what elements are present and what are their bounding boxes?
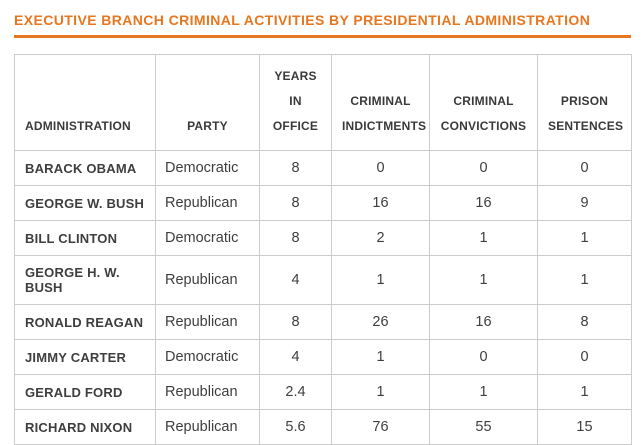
indictments-cell: 1 — [331, 255, 430, 305]
administration-cell: RONALD REAGAN — [14, 304, 156, 340]
sentences-cell: 9 — [537, 185, 632, 221]
table-row: BILL CLINTON Democratic 8 2 1 1 — [14, 220, 632, 256]
sentences-cell: 1 — [537, 374, 632, 410]
page-title: EXECUTIVE BRANCH CRIMINAL ACTIVITIES BY … — [14, 12, 591, 28]
convictions-cell: 0 — [429, 150, 538, 186]
indictments-cell: 16 — [331, 185, 430, 221]
administration-cell: GEORGE H. W. BUSH — [14, 255, 156, 305]
indictments-cell: 76 — [331, 409, 430, 445]
sentences-cell: 0 — [537, 150, 632, 186]
table-row: GEORGE H. W. BUSH Republican 4 1 1 1 — [14, 255, 632, 305]
header-line: CONVICTIONS — [440, 119, 527, 133]
table-row: JIMMY CARTER Democratic 4 1 0 0 — [14, 339, 632, 375]
header-prison-sentences: PRISON SENTENCES — [537, 54, 632, 151]
sentences-cell: 15 — [537, 409, 632, 445]
indictments-cell: 0 — [331, 150, 430, 186]
years-cell: 8 — [259, 185, 332, 221]
header-criminal-convictions: CRIMINAL CONVICTIONS — [429, 54, 538, 151]
years-cell: 2.4 — [259, 374, 332, 410]
sentences-cell: 1 — [537, 220, 632, 256]
administration-cell: BARACK OBAMA — [14, 150, 156, 186]
convictions-cell: 1 — [429, 220, 538, 256]
administration-cell: GERALD FORD — [14, 374, 156, 410]
convictions-cell: 16 — [429, 185, 538, 221]
years-cell: 8 — [259, 220, 332, 256]
years-cell: 4 — [259, 255, 332, 305]
party-cell: Republican — [155, 255, 260, 305]
indictments-cell: 26 — [331, 304, 430, 340]
header-line: OFFICE — [272, 119, 319, 133]
header-line: PRISON — [560, 94, 609, 108]
convictions-cell: 1 — [429, 255, 538, 305]
indictments-cell: 1 — [331, 339, 430, 375]
party-cell: Republican — [155, 185, 260, 221]
convictions-cell: 55 — [429, 409, 538, 445]
party-cell: Republican — [155, 374, 260, 410]
table-row: GERALD FORD Republican 2.4 1 1 1 — [14, 374, 632, 410]
party-cell: Democratic — [155, 150, 260, 186]
header-line: YEARS IN — [274, 69, 317, 108]
years-cell: 8 — [259, 150, 332, 186]
sentences-cell: 8 — [537, 304, 632, 340]
convictions-cell: 16 — [429, 304, 538, 340]
years-cell: 4 — [259, 339, 332, 375]
administration-cell: BILL CLINTON — [14, 220, 156, 256]
convictions-cell: 0 — [429, 339, 538, 375]
sentences-cell: 1 — [537, 255, 632, 305]
party-cell: Republican — [155, 409, 260, 445]
table-row: BARACK OBAMA Democratic 8 0 0 0 — [14, 150, 632, 186]
party-cell: Democratic — [155, 220, 260, 256]
header-criminal-indictments: CRIMINAL INDICTMENTS — [331, 54, 430, 151]
table-row: GEORGE W. BUSH Republican 8 16 16 9 — [14, 185, 632, 221]
table-row: RONALD REAGAN Republican 8 26 16 8 — [14, 304, 632, 340]
administration-cell: JIMMY CARTER — [14, 339, 156, 375]
party-cell: Republican — [155, 304, 260, 340]
years-cell: 5.6 — [259, 409, 332, 445]
header-line: SENTENCES — [548, 119, 624, 133]
header-line: CRIMINAL — [453, 94, 514, 108]
title-divider — [14, 35, 631, 38]
administration-cell: RICHARD NIXON — [14, 409, 156, 445]
convictions-cell: 1 — [429, 374, 538, 410]
sentences-cell: 0 — [537, 339, 632, 375]
header-line: INDICTMENTS — [342, 119, 427, 133]
header-administration: ADMINISTRATION — [14, 54, 156, 151]
indictments-cell: 2 — [331, 220, 430, 256]
party-cell: Democratic — [155, 339, 260, 375]
header-years-in-office: YEARS IN OFFICE — [259, 54, 332, 151]
years-cell: 8 — [259, 304, 332, 340]
header-party: PARTY — [155, 54, 260, 151]
presidential-crime-table: ADMINISTRATION PARTY YEARS IN OFFICE CRI… — [14, 54, 632, 445]
administration-cell: GEORGE W. BUSH — [14, 185, 156, 221]
indictments-cell: 1 — [331, 374, 430, 410]
header-line: CRIMINAL — [350, 94, 411, 108]
table-row: RICHARD NIXON Republican 5.6 76 55 15 — [14, 409, 632, 445]
header-row: ADMINISTRATION PARTY YEARS IN OFFICE CRI… — [14, 54, 632, 151]
